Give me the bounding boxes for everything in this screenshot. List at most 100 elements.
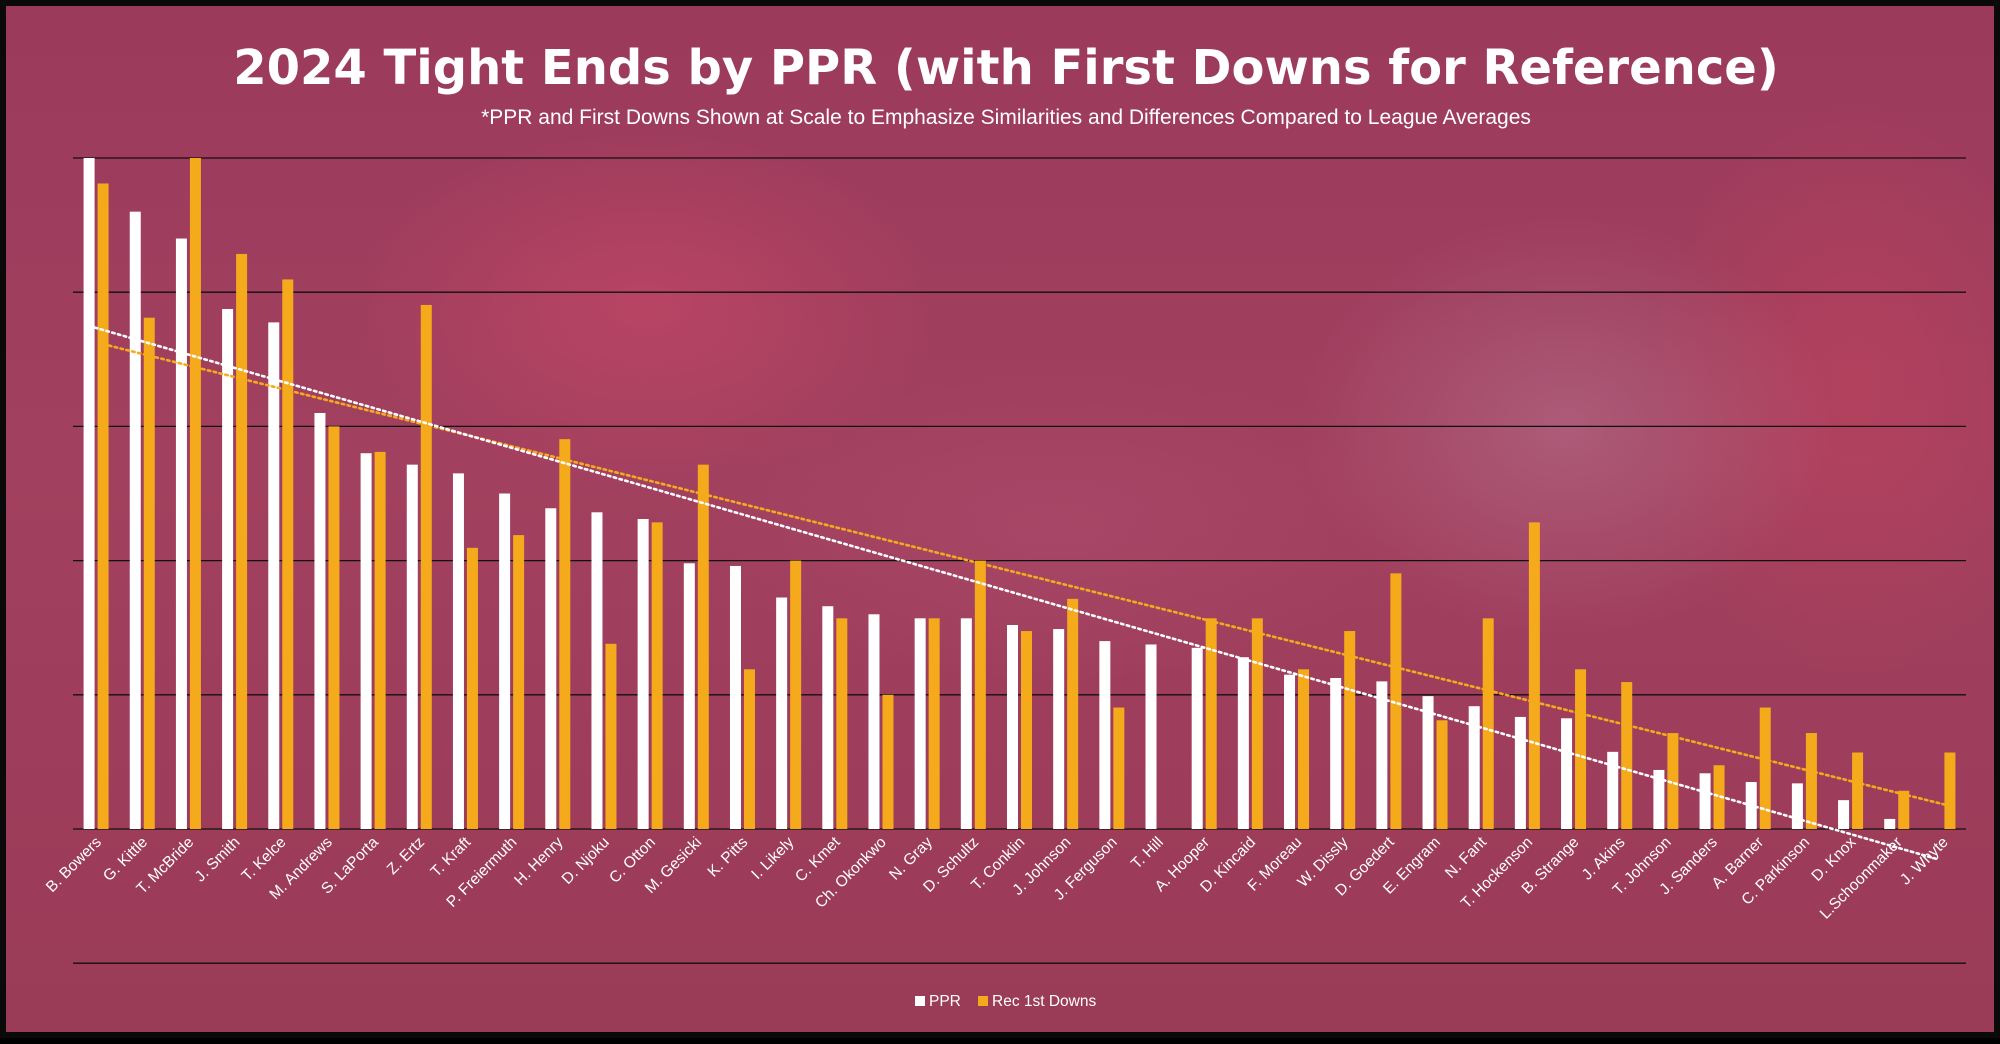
x-tick-label: T. Hill <box>1128 834 1167 873</box>
bar-rec-1st-downs <box>1436 720 1448 829</box>
trendline-ppr <box>87 324 1938 861</box>
bar-rec-1st-downs <box>1205 618 1217 829</box>
bar-ppr <box>1376 681 1388 829</box>
bar-rec-1st-downs <box>1759 707 1771 829</box>
x-tick-label: L.Schoonmaker <box>1817 834 1906 923</box>
bar-ppr <box>1191 647 1203 829</box>
bar-rec-1st-downs <box>143 317 155 829</box>
bar-rec-1st-downs <box>1805 733 1817 829</box>
bar-ppr <box>129 211 141 829</box>
bar-rec-1st-downs <box>1528 522 1540 829</box>
bar-rec-1st-downs <box>1021 631 1032 829</box>
bar-rec-1st-downs <box>374 451 386 829</box>
bar-rec-1st-downs <box>974 560 986 829</box>
gridlines <box>73 157 1966 964</box>
bar-ppr <box>545 508 557 829</box>
bar-rec-1st-downs <box>513 535 525 829</box>
legend-swatch-rec-1st-downs <box>978 996 988 1006</box>
bar-ppr <box>1514 716 1526 829</box>
bar-ppr <box>729 565 741 829</box>
bar-ppr <box>1699 773 1711 829</box>
legend-swatch-ppr <box>915 996 925 1006</box>
bar-rec-1st-downs <box>1390 573 1402 829</box>
trendline-rec-1st-downs <box>101 342 1952 808</box>
bar-rec-1st-downs <box>1067 598 1079 829</box>
bar-ppr <box>406 464 418 829</box>
bar-ppr <box>868 614 880 829</box>
bar-rec-1st-downs <box>1298 669 1310 829</box>
x-tick-label: J. Smith <box>192 834 244 886</box>
trendlines <box>87 324 1952 861</box>
bar-rec-1st-downs <box>651 522 663 829</box>
x-tick-label: K. Pitts <box>705 834 752 881</box>
bar-ppr <box>1330 678 1342 829</box>
bar-ppr <box>1607 751 1619 829</box>
bar-ppr <box>314 412 326 829</box>
bar-ppr <box>1884 818 1896 829</box>
bar-ppr <box>1237 657 1249 829</box>
legend-label-rec-1st-downs: Rec 1st Downs <box>992 993 1096 1010</box>
bar-ppr <box>637 518 649 829</box>
bar-rec-1st-downs <box>928 618 940 829</box>
bar-ppr <box>268 322 280 829</box>
bar-ppr <box>591 512 603 829</box>
bar-rec-1st-downs <box>466 547 478 829</box>
bar-chart: 2024 Tight Ends by PPR (with First Downs… <box>43 40 1966 1010</box>
bars <box>83 158 1956 830</box>
bar-rec-1st-downs <box>420 304 432 830</box>
x-tick-label: B. Bowers <box>43 834 105 896</box>
x-tick-label: J. Whyte <box>1897 834 1952 889</box>
chart-subtitle: *PPR and First Downs Shown at Scale to E… <box>481 106 1531 129</box>
bar-ppr <box>360 453 372 829</box>
bar-rec-1st-downs <box>1898 790 1910 829</box>
bar-rec-1st-downs <box>1482 618 1494 829</box>
bar-ppr <box>1284 674 1296 829</box>
bar-rec-1st-downs <box>1344 631 1356 829</box>
bar-rec-1st-downs <box>743 669 755 829</box>
bar-ppr <box>1145 644 1157 829</box>
bar-rec-1st-downs <box>236 253 248 829</box>
bar-ppr <box>83 158 95 829</box>
bar-rec-1st-downs <box>282 279 294 829</box>
bar-rec-1st-downs <box>1575 669 1587 829</box>
bar-rec-1st-downs <box>559 439 571 829</box>
bar-rec-1st-downs <box>97 183 109 830</box>
bar-ppr <box>914 618 926 829</box>
bar-ppr <box>1099 641 1111 829</box>
bar-rec-1st-downs <box>1621 682 1633 829</box>
bar-rec-1st-downs <box>605 643 617 829</box>
bar-rec-1st-downs <box>882 694 894 829</box>
x-tick-label: H. Henry <box>511 834 566 889</box>
x-tick-label: I. Likely <box>748 834 797 883</box>
bar-rec-1st-downs <box>1113 707 1125 829</box>
bar-ppr <box>1007 625 1018 829</box>
bar-ppr <box>1791 783 1803 829</box>
bar-rec-1st-downs <box>1944 752 1956 829</box>
bar-ppr <box>1422 696 1434 829</box>
bar-ppr <box>776 597 788 829</box>
bar-ppr <box>1053 629 1065 829</box>
x-tick-label: Z. Ertz <box>384 834 428 878</box>
x-tick-label: D. Njoku <box>559 834 613 888</box>
bar-rec-1st-downs <box>189 158 201 829</box>
bar-rec-1st-downs <box>790 560 802 829</box>
bar-ppr <box>1838 800 1850 829</box>
bar-ppr <box>499 493 511 829</box>
legend: PPR Rec 1st Downs <box>915 993 1096 1010</box>
bar-ppr <box>1468 706 1480 829</box>
bar-rec-1st-downs <box>1667 733 1679 829</box>
bar-rec-1st-downs <box>328 426 340 829</box>
bar-rec-1st-downs <box>1852 752 1864 829</box>
legend-label-ppr: PPR <box>929 993 961 1010</box>
bar-ppr <box>175 238 187 829</box>
bar-ppr <box>822 606 834 829</box>
bar-ppr <box>222 308 234 830</box>
bar-ppr <box>452 473 464 829</box>
bar-ppr <box>683 563 695 829</box>
bar-rec-1st-downs <box>697 464 709 829</box>
bar-rec-1st-downs <box>1713 765 1725 829</box>
bar-ppr <box>960 618 972 829</box>
bar-ppr <box>1653 769 1665 829</box>
